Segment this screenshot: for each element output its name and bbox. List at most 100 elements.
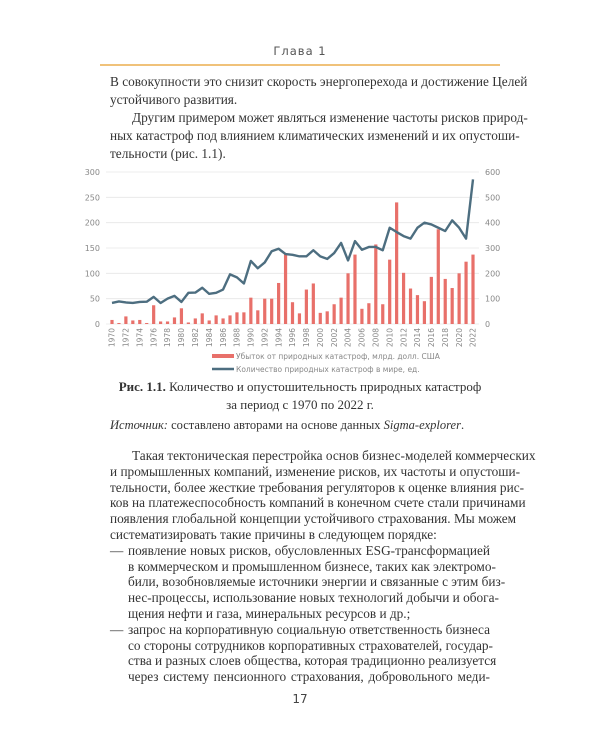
x-tick-label: 1996 <box>288 328 297 347</box>
bar <box>381 304 385 324</box>
x-tick-label: 2004 <box>344 328 353 347</box>
text-line: появление новых рисков, обусловленных ES… <box>128 542 490 558</box>
bar <box>110 319 114 324</box>
bar <box>249 297 253 324</box>
bar <box>436 229 440 324</box>
text-line: тельности, более жесткие требования регу… <box>110 479 525 495</box>
y-left-tick-label: 200 <box>85 219 100 228</box>
y-left-tick-label: 150 <box>85 244 100 253</box>
bar <box>450 288 454 324</box>
bar <box>117 322 121 324</box>
text-line: появления глобальной концепции устойчиво… <box>110 511 517 527</box>
page-number: 17 <box>292 692 308 706</box>
x-tick-label: 1978 <box>163 328 172 347</box>
bar <box>332 304 336 324</box>
figure-source: Источник: составлено авторами на основе … <box>110 418 464 433</box>
bar <box>207 320 211 324</box>
source-name: Sigma-explorer <box>383 418 461 432</box>
bar <box>422 301 427 324</box>
bar <box>395 202 399 324</box>
legend-swatch-losses <box>212 354 234 358</box>
bar <box>221 318 225 324</box>
y-right-tick-label: 200 <box>485 269 500 278</box>
bar <box>172 317 177 324</box>
bar <box>214 315 218 324</box>
x-tick-label: 1980 <box>177 328 186 347</box>
text-line: Другим примером может являться изменение… <box>132 110 528 125</box>
bar <box>145 322 149 324</box>
x-tick-label: 1992 <box>260 328 269 347</box>
bar <box>186 322 190 324</box>
y-right-tick-label: 500 <box>485 193 500 202</box>
bar <box>152 305 156 324</box>
source-end: . <box>460 418 465 432</box>
bar <box>401 272 406 324</box>
paragraph: Другим примером может являться изменение… <box>110 109 528 163</box>
x-tick-label: 1976 <box>149 328 158 347</box>
text-line: тельности (рис. 1.1). <box>110 146 226 161</box>
series-line <box>111 179 475 305</box>
x-tick-label: 2018 <box>441 328 450 347</box>
body-text: Такая тектоническая перестройка основ би… <box>110 448 536 685</box>
bar <box>339 297 343 324</box>
y-right-tick-label: 400 <box>485 219 500 228</box>
x-tick-label: 1990 <box>247 328 256 347</box>
text-line: били, возобновляемые источники энергии и… <box>128 574 506 590</box>
bar <box>283 254 288 324</box>
bar <box>235 312 239 324</box>
text-line: в коммерческом и промышленном бизнесе, т… <box>128 558 496 574</box>
bar <box>415 295 420 324</box>
bar <box>325 311 329 324</box>
bar <box>388 259 392 324</box>
source-label: Источник: <box>110 418 168 432</box>
bar <box>429 276 433 324</box>
y-right-tick-label: 100 <box>485 295 500 304</box>
x-tick-label: 2012 <box>399 328 408 347</box>
x-tick-label: 1970 <box>108 328 117 347</box>
caption-label: Рис. 1.1. <box>118 379 166 394</box>
bar <box>256 310 260 324</box>
x-tick-label: 1988 <box>233 328 242 347</box>
text-line: и промышленных компаний, изменение риско… <box>110 463 521 479</box>
text-line: нес-процессы, использование новых технол… <box>128 590 499 606</box>
y-left-tick-label: 250 <box>85 193 100 202</box>
bar <box>304 289 308 324</box>
x-tick-label: 2014 <box>413 328 422 347</box>
bar <box>242 312 246 324</box>
x-tick-label: 1994 <box>274 328 283 347</box>
bar <box>290 302 295 324</box>
x-tick-label: 1998 <box>302 328 311 347</box>
bar <box>297 313 302 324</box>
y-left-tick-label: 50 <box>90 295 100 304</box>
x-tick-label: 1974 <box>135 328 144 347</box>
bar <box>471 254 475 324</box>
x-tick-label: 1984 <box>205 328 214 347</box>
chapter-header: Глава 1 <box>273 44 327 58</box>
bar <box>200 313 204 324</box>
bar <box>277 282 281 324</box>
bar <box>443 278 447 324</box>
list-item: — запрос на корпоративную социальную отве… <box>110 621 497 685</box>
y-right-tick-label: 600 <box>485 168 500 177</box>
legend-label-losses: Убыток от природных катастроф, млрд. дол… <box>236 352 441 361</box>
text-line: систематизировать такие причины в следую… <box>110 526 437 542</box>
x-tick-label: 2008 <box>372 328 381 347</box>
source-text: составлено авторами на основе данных <box>167 418 384 432</box>
text-line: ных катастроф под влиянием климатических… <box>110 128 520 143</box>
paragraph: Такая тектоническая перестройка основ би… <box>110 448 536 543</box>
y-left-tick-label: 300 <box>85 168 100 177</box>
bar <box>318 312 322 324</box>
x-tick-label: 2022 <box>469 328 478 347</box>
bar <box>346 273 350 324</box>
text-line: щения нефти и газа, минеральных ресурсов… <box>128 605 411 621</box>
y-left-tick-label: 0 <box>95 320 100 329</box>
bar <box>408 288 413 324</box>
intro-text: В совокупности это снизит скорость энерг… <box>110 73 528 163</box>
dash-marker: — <box>110 621 124 637</box>
figure-caption: Рис. 1.1. Количество и опустошительность… <box>100 378 500 414</box>
x-tick-label: 2000 <box>316 328 325 347</box>
text-line: ства и разных слоев общества, которая тр… <box>128 653 497 669</box>
bar <box>138 319 142 324</box>
paragraph: В совокупности это снизит скорость энерг… <box>110 73 527 109</box>
